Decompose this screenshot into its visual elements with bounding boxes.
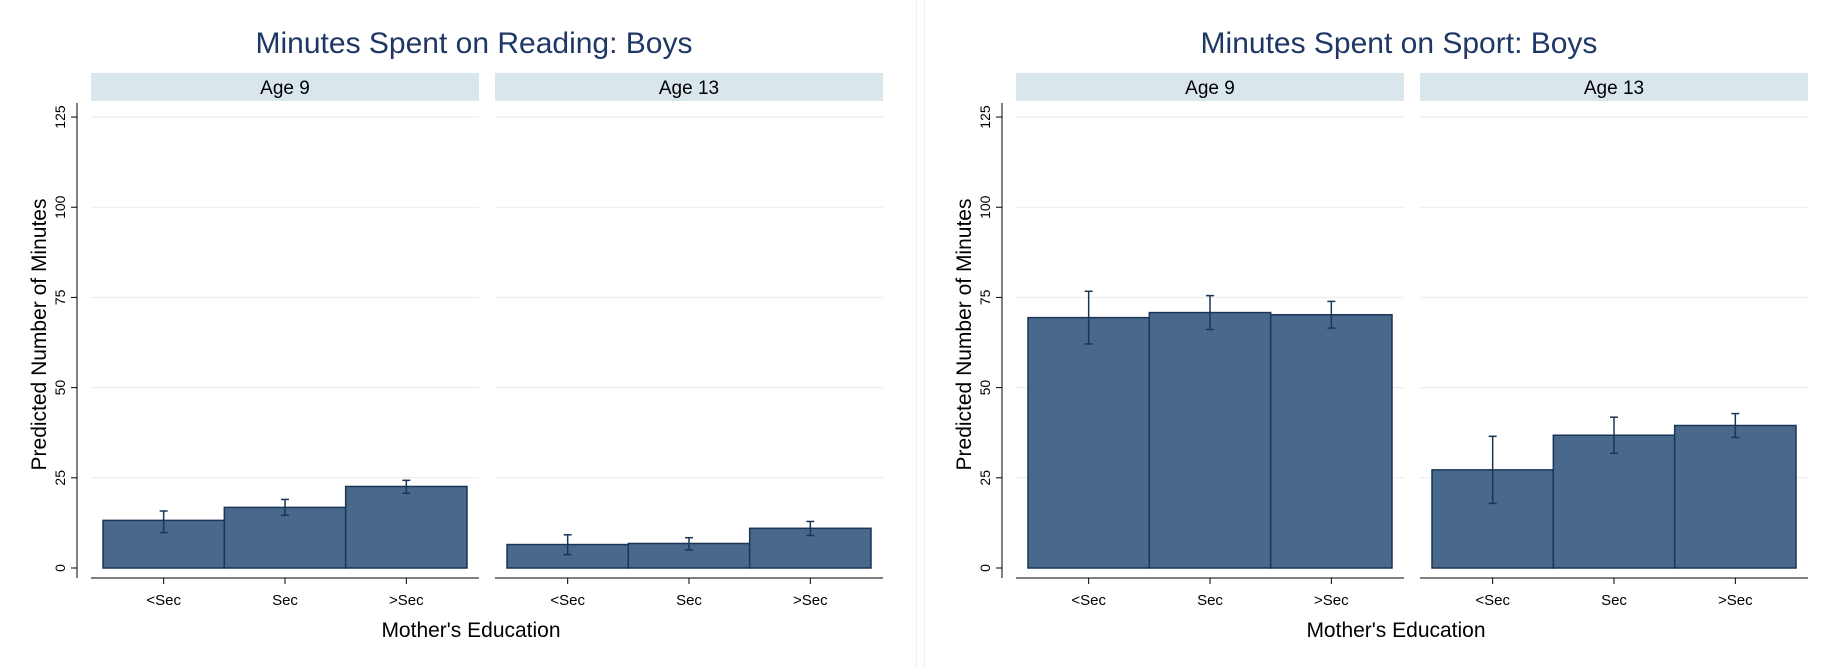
y-tick-label: 25: [52, 470, 68, 486]
x-tick-label: <Sec: [550, 592, 585, 609]
bar: [1148, 311, 1272, 569]
y-tick-label: 125: [52, 105, 68, 129]
bar: [1269, 313, 1393, 569]
facet-label: Age 13: [1584, 78, 1644, 99]
x-tick-label: Sec: [676, 592, 702, 609]
bar: [102, 519, 226, 569]
y-tick-label: 75: [52, 289, 68, 305]
x-tick-label: <Sec: [1071, 592, 1106, 609]
x-tick-label: >Sec: [389, 592, 424, 609]
chart-title: Minutes Spent on Reading: Boys: [256, 27, 693, 60]
y-axis-label: Predicted Number of Minutes: [953, 199, 976, 471]
bar: [748, 527, 872, 569]
y-tick-label: 125: [977, 105, 993, 129]
y-tick-label: 100: [52, 195, 68, 219]
y-tick-label: 100: [977, 195, 993, 219]
reading-chart-panel: Minutes Spent on Reading: Boys 0 25 50 75 100…: [28, 27, 883, 642]
x-axis-label: Mother's Education: [1306, 619, 1485, 642]
x-tick-label: <Sec: [146, 592, 181, 609]
y-tick-label: 50: [977, 380, 993, 396]
x-tick-label: <Sec: [1475, 592, 1510, 609]
chart-title: Minutes Spent on Sport: Boys: [1201, 27, 1598, 60]
bar: [223, 506, 347, 569]
x-tick-label: Sec: [1601, 592, 1627, 609]
facet-label: Age 9: [1185, 78, 1235, 99]
facet-strip: [91, 73, 479, 101]
x-tick-label: >Sec: [1718, 592, 1753, 609]
facet-label: Age 13: [659, 78, 719, 99]
bar: [1673, 424, 1797, 569]
y-tick-label: 0: [52, 564, 68, 572]
y-tick-label: 25: [977, 470, 993, 486]
x-tick-label: Sec: [1197, 592, 1223, 609]
sport-chart: Minutes Spent on Sport: Boys 0 25 50 75 100 12…: [953, 27, 1808, 642]
facet-strip: [1420, 73, 1808, 101]
bar: [1027, 316, 1151, 569]
y-tick-label: 0: [977, 564, 993, 572]
sport-chart-panel: Minutes Spent on Sport: Boys 0 25 50 75 100 12…: [925, 0, 1832, 668]
y-tick-label: 50: [52, 380, 68, 396]
bar: [344, 485, 468, 569]
x-tick-label: >Sec: [793, 592, 828, 609]
bar: [1552, 434, 1676, 569]
y-tick-label: 75: [977, 289, 993, 305]
reading-chart: Minutes Spent on Reading: Boys 0 25 50 75 100…: [28, 27, 883, 642]
y-axis-label: Predicted Number of Minutes: [28, 199, 51, 471]
facet-strip: [1016, 73, 1404, 101]
x-tick-label: Sec: [272, 592, 298, 609]
panel-divider: [916, 0, 925, 668]
facet-strip: [495, 73, 883, 101]
x-tick-label: >Sec: [1314, 592, 1349, 609]
x-axis-label: Mother's Education: [381, 619, 560, 642]
facet-label: Age 9: [260, 78, 310, 99]
